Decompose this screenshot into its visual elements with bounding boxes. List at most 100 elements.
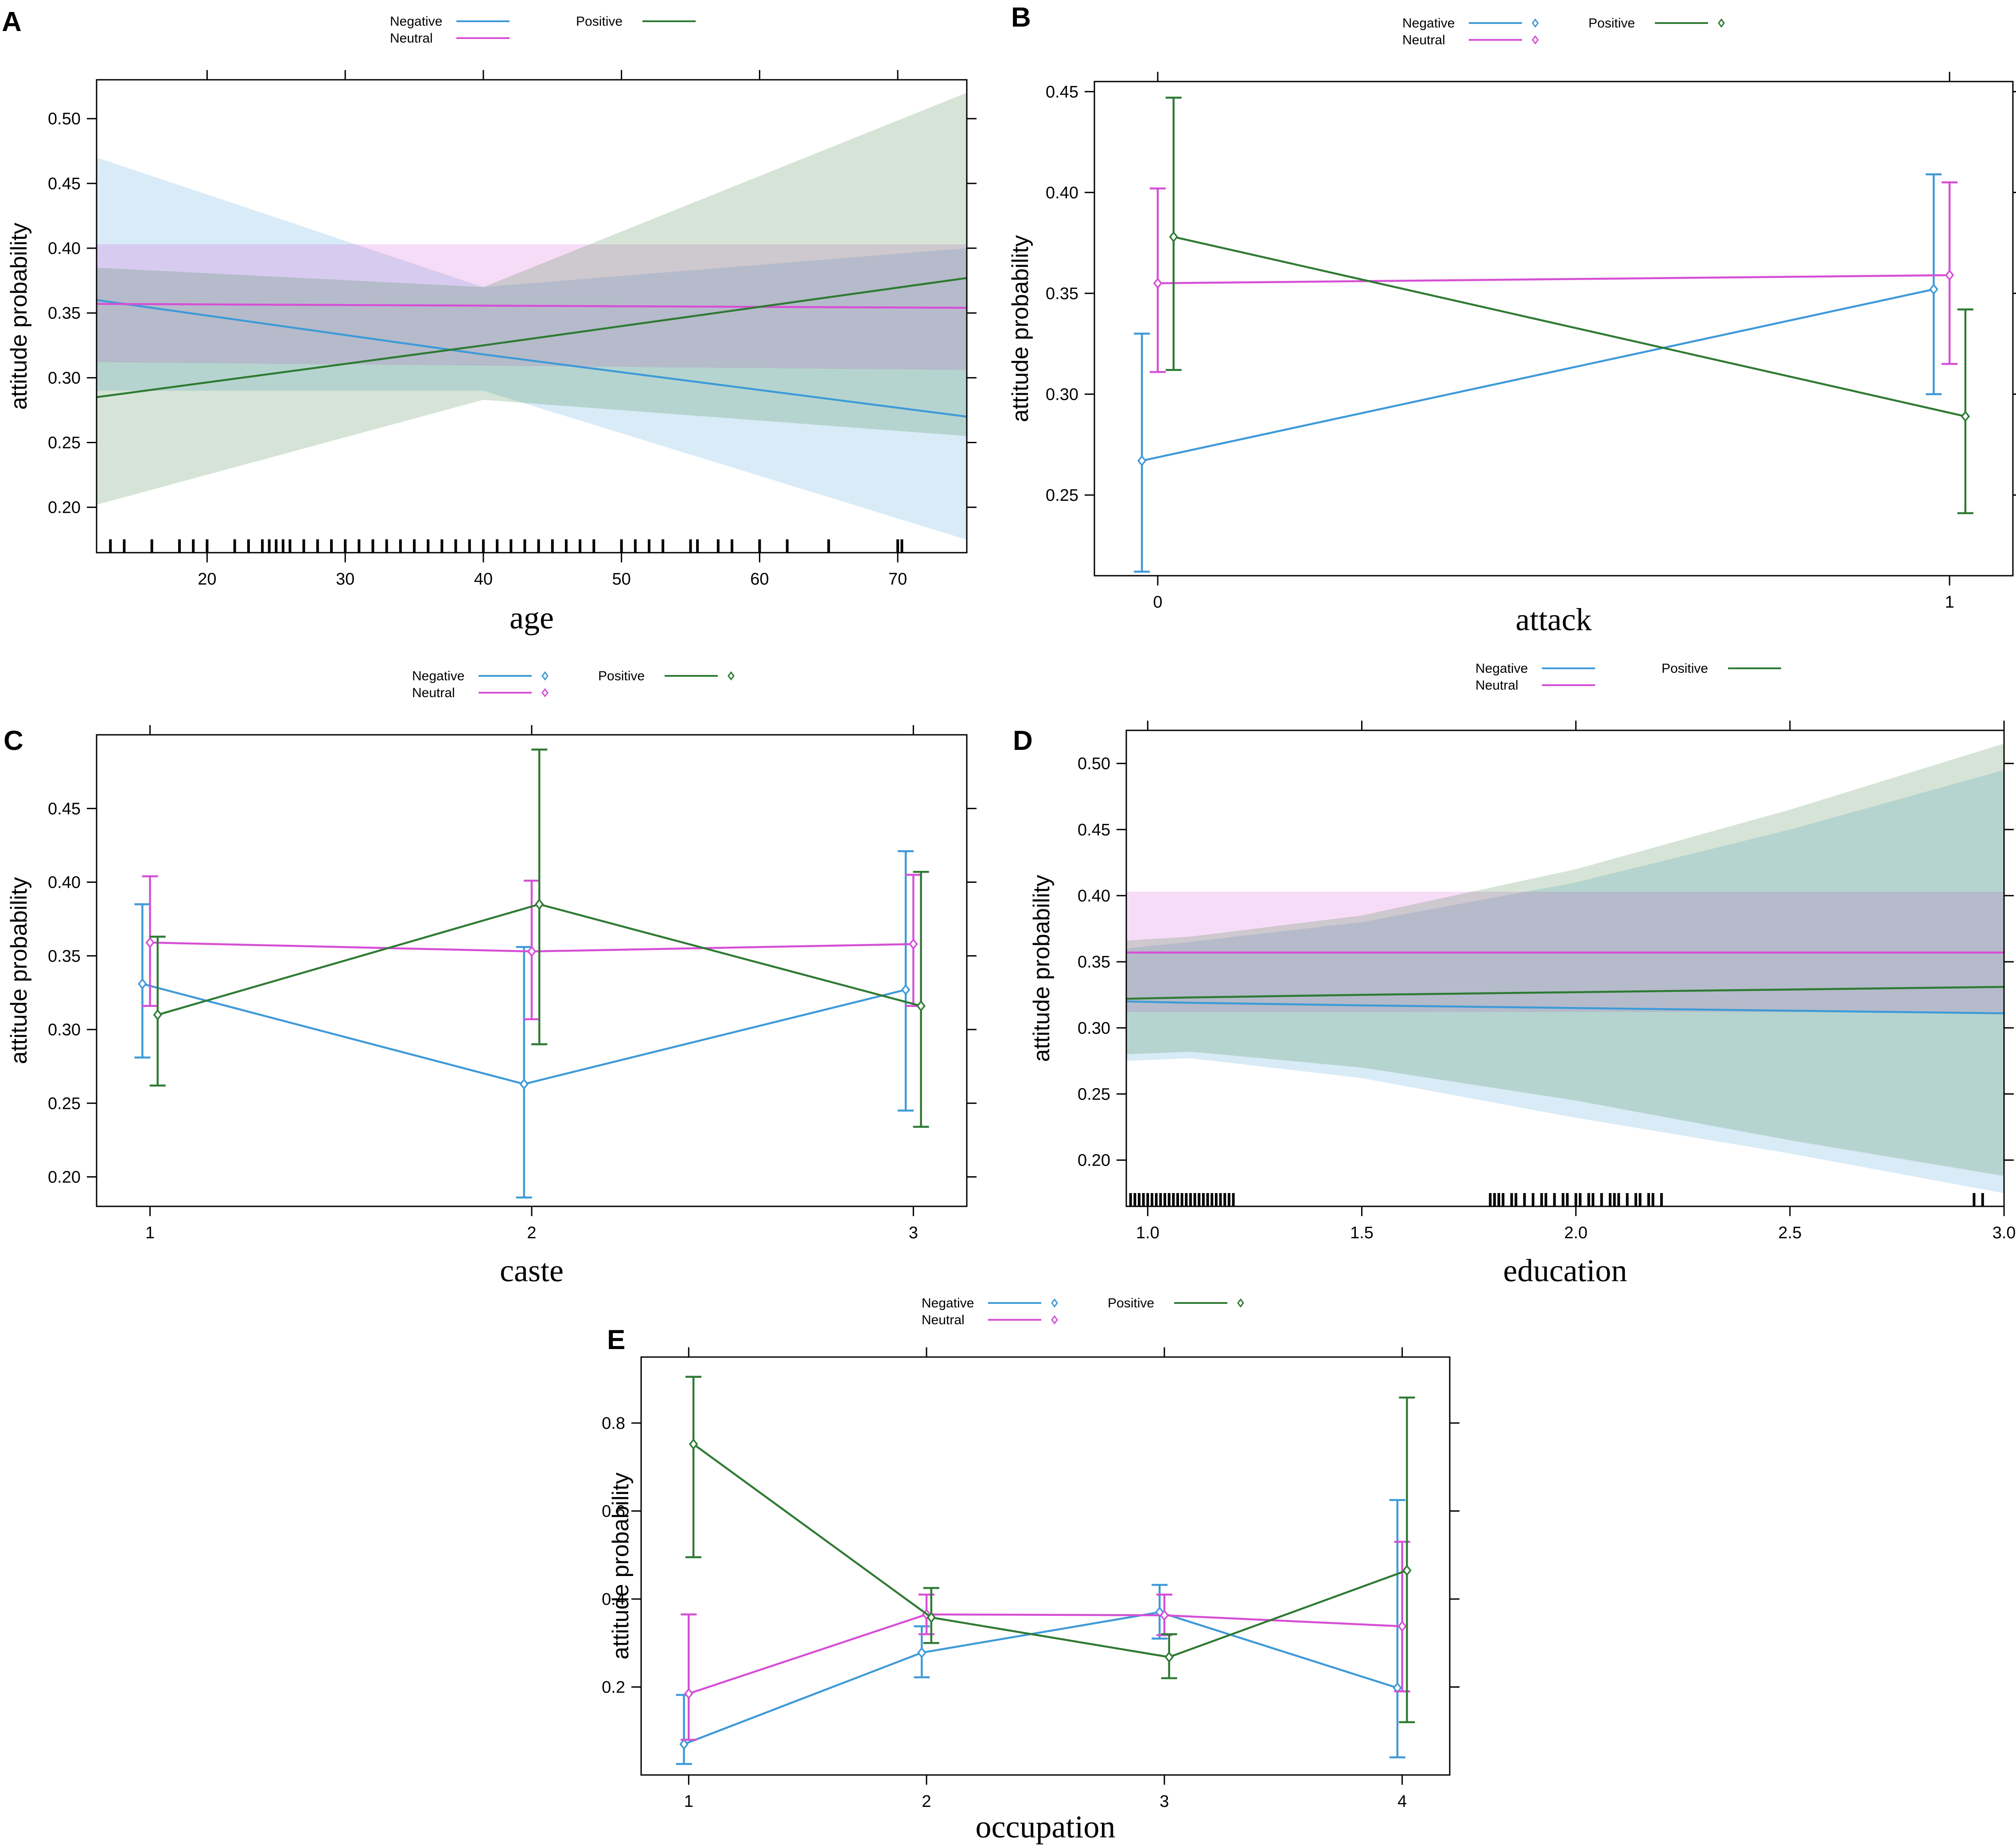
y-tick-label: 0.35	[48, 947, 81, 966]
series-line-neutral	[688, 1613, 1402, 1695]
series-line-negative	[1126, 1000, 2004, 1014]
x-tick-label: 1.5	[1350, 1224, 1374, 1242]
legend-item-negative: Negative	[1402, 16, 1539, 31]
y-tick-label: 0.30	[48, 1021, 81, 1039]
panel-letter: D	[1013, 726, 1033, 756]
panel-B: B 0 1 0.25 0.30 0.35 0.40 0.45 attitude probabil…	[1008, 2, 2016, 637]
x-axis-label: education	[1503, 1253, 1627, 1288]
data-point-positive	[1402, 1564, 1412, 1576]
data-point-positive	[534, 898, 544, 910]
plot-area	[1126, 743, 2004, 1194]
panel-A: A 20 30 40 50 60 70 0.20 0.25 0.30 0.35 0.40 0.45 0.5…	[2, 7, 977, 636]
legend-marker	[1532, 35, 1539, 45]
y-tick-label: 0.40	[48, 874, 81, 892]
y-tick-label: 0.35	[1078, 953, 1110, 971]
legend-item-neutral: Neutral	[412, 686, 549, 700]
y-tick-label: 0.25	[1046, 486, 1078, 505]
series-line-neutral	[97, 303, 967, 309]
plot-area	[134, 749, 929, 1199]
legend-marker	[541, 688, 549, 698]
x-tick-label: 30	[336, 570, 354, 589]
y-tick-label: 0.20	[48, 1168, 81, 1187]
series-line-negative	[683, 1611, 1398, 1745]
legend: Negative Neutral Positive	[412, 669, 735, 700]
plot-area	[97, 93, 967, 540]
confidence-band-negative	[1126, 770, 2004, 1194]
y-tick-label: 0.35	[48, 304, 81, 323]
panel-letter: A	[2, 7, 22, 37]
data-point-neutral	[1945, 269, 1954, 281]
data-point-negative	[901, 984, 911, 996]
legend-item-negative: Negative	[1475, 661, 1595, 676]
data-point-neutral	[909, 938, 918, 950]
series-line-neutral	[1157, 274, 1950, 285]
y-axis-label: attitude probability	[608, 1472, 634, 1659]
y-tick-label: 0.40	[1046, 183, 1078, 202]
legend-marker	[728, 671, 735, 681]
legend-label: Neutral	[1402, 33, 1445, 47]
data-point-negative	[917, 1647, 926, 1658]
confidence-band-neutral	[97, 244, 967, 370]
data-point-neutral	[1153, 277, 1163, 289]
confidence-band-positive	[1126, 743, 2004, 1176]
error-bar	[1389, 1499, 1405, 1759]
x-tick-label: 20	[198, 570, 216, 589]
rug	[1129, 1193, 1984, 1206]
data-point-negative	[138, 978, 147, 990]
error-bar	[913, 870, 929, 1128]
plot-frame	[1125, 729, 2005, 1207]
y-tick-label: 0.50	[48, 110, 81, 129]
panel-C: C 1 2 3 0.20 0.25 0.30 0.35 0.40 0.45 attitude pro…	[4, 669, 977, 1288]
data-point-negative	[1137, 455, 1147, 467]
error-bar	[516, 946, 532, 1199]
panel-D: D 1.0 1.5 2.0 2.5 3.0 0.20 0.25 0.30 0.35 0.40 0.45…	[1013, 661, 2016, 1288]
y-tick-label: 0.25	[48, 434, 81, 452]
x-tick-label: 2	[922, 1792, 931, 1811]
data-point-neutral	[684, 1688, 693, 1700]
data-point-neutral	[1397, 1620, 1407, 1632]
y-tick-label: 0.40	[48, 239, 81, 258]
plot-area	[676, 1376, 1415, 1765]
x-tick-label: 1	[1945, 593, 1954, 612]
legend-item-neutral: Neutral	[1402, 33, 1539, 47]
x-axis-label: age	[510, 600, 554, 636]
legend-item-neutral: Neutral	[922, 1313, 1058, 1327]
error-bar	[1134, 332, 1150, 573]
legend-label: Positive	[598, 669, 645, 683]
data-point-positive	[916, 1000, 926, 1012]
y-tick-label: 0.45	[1078, 821, 1110, 839]
y-axis-label: attitude probability	[1029, 875, 1055, 1062]
panel-letter: C	[4, 726, 23, 756]
data-point-negative	[519, 1078, 529, 1090]
x-tick-label: 50	[612, 570, 630, 589]
y-tick-label: 0.20	[48, 499, 81, 517]
panel-E: E 1 2 3 4 0.2 0.4 0.6 0.8 attitude probability occ…	[602, 1296, 1459, 1845]
y-tick-label: 0.2	[602, 1678, 625, 1697]
y-tick-label: 0.20	[1078, 1151, 1110, 1170]
y-tick-label: 0.6	[602, 1502, 625, 1521]
y-tick-label: 0.30	[1046, 385, 1078, 404]
data-point-neutral	[527, 945, 537, 957]
legend-label: Positive	[1588, 16, 1635, 31]
legend-label: Neutral	[922, 1313, 965, 1327]
y-tick-label: 0.45	[1046, 83, 1078, 101]
x-tick-label: 2	[527, 1224, 536, 1242]
legend: Negative Neutral Positive	[922, 1296, 1244, 1327]
y-axis-label: attitude probability	[6, 222, 32, 410]
legend-item-positive: Positive	[1588, 16, 1725, 31]
x-tick-label: 1	[684, 1792, 693, 1811]
legend-label: Negative	[390, 14, 442, 29]
x-tick-label: 4	[1397, 1792, 1407, 1811]
data-point-neutral	[145, 937, 155, 948]
x-axis-label: occupation	[976, 1809, 1116, 1845]
y-tick-label: 0.8	[602, 1414, 625, 1433]
legend-label: Neutral	[390, 31, 433, 46]
y-tick-label: 0.30	[48, 369, 81, 387]
data-point-positive	[1164, 1651, 1174, 1663]
confidence-band-positive	[97, 93, 967, 505]
legend-label: Positive	[1662, 661, 1708, 676]
plot-frame	[1094, 81, 2014, 577]
plot-frame	[640, 1356, 1451, 1776]
series-line-negative	[1141, 288, 1934, 462]
